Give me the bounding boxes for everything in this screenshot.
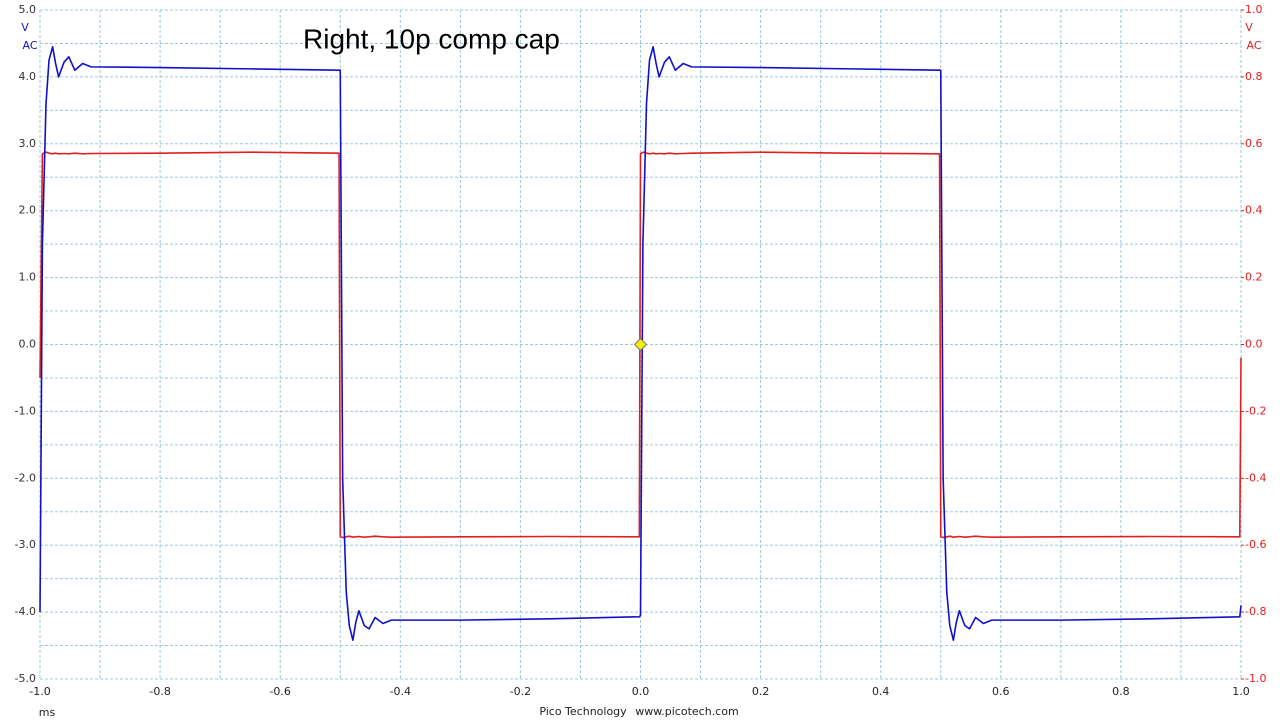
credit: Pico Technology — [539, 705, 627, 718]
y-tick-label: -5.0 — [15, 672, 36, 685]
y-tick-label: 0.0 — [19, 338, 37, 351]
y-tick-label: 1.0 — [19, 271, 37, 284]
y-coupling: AC — [22, 39, 37, 52]
x-tick-label: 0.2 — [752, 685, 770, 698]
x-unit: ms — [39, 706, 56, 719]
y2-unit: V — [1245, 21, 1253, 34]
x-tick-label: 0.0 — [632, 685, 650, 698]
y2-coupling: AC — [1246, 39, 1261, 52]
y2-tick-label: -0.8 — [1245, 605, 1266, 618]
y2-tick-label: -0.2 — [1245, 404, 1266, 417]
y2-tick-label: -0.6 — [1245, 538, 1266, 551]
y2-tick-label: 0.0 — [1245, 338, 1263, 351]
y2-tick-label: 1.0 — [1245, 3, 1263, 16]
y-tick-label: -2.0 — [15, 471, 36, 484]
y-tick-label: 3.0 — [19, 137, 37, 150]
y2-tick-label: 0.4 — [1245, 204, 1263, 217]
y2-tick-label: 0.2 — [1245, 271, 1263, 284]
y2-tick-label: -0.4 — [1245, 471, 1266, 484]
x-tick-label: 0.4 — [872, 685, 890, 698]
x-tick-label: -1.0 — [29, 685, 50, 698]
trigger-marker — [633, 337, 648, 352]
website: www.picotech.com — [635, 705, 738, 718]
trace — [39, 151, 1242, 539]
y-unit: V — [21, 21, 29, 34]
y2-tick-label: 0.6 — [1245, 137, 1263, 150]
y-tick-label: 5.0 — [19, 3, 37, 16]
x-tick-label: -0.4 — [390, 685, 411, 698]
x-tick-label: 0.6 — [992, 685, 1010, 698]
y2-tick-label: 0.8 — [1245, 70, 1263, 83]
y2-tick-label: -1.0 — [1245, 672, 1266, 685]
x-tick-label: -0.8 — [149, 685, 170, 698]
x-tick-label: -0.2 — [510, 685, 531, 698]
x-tick-label: 0.8 — [1112, 685, 1130, 698]
y-tick-label: 2.0 — [19, 204, 37, 217]
chart-title: Right, 10p comp cap — [303, 23, 560, 54]
trace — [39, 46, 1242, 641]
y-tick-label: 4.0 — [19, 70, 37, 83]
y-tick-label: -1.0 — [15, 404, 36, 417]
y-tick-label: -3.0 — [15, 538, 36, 551]
x-tick-label: -0.6 — [269, 685, 290, 698]
y-tick-label: -4.0 — [15, 605, 36, 618]
x-tick-label: 1.0 — [1232, 685, 1250, 698]
